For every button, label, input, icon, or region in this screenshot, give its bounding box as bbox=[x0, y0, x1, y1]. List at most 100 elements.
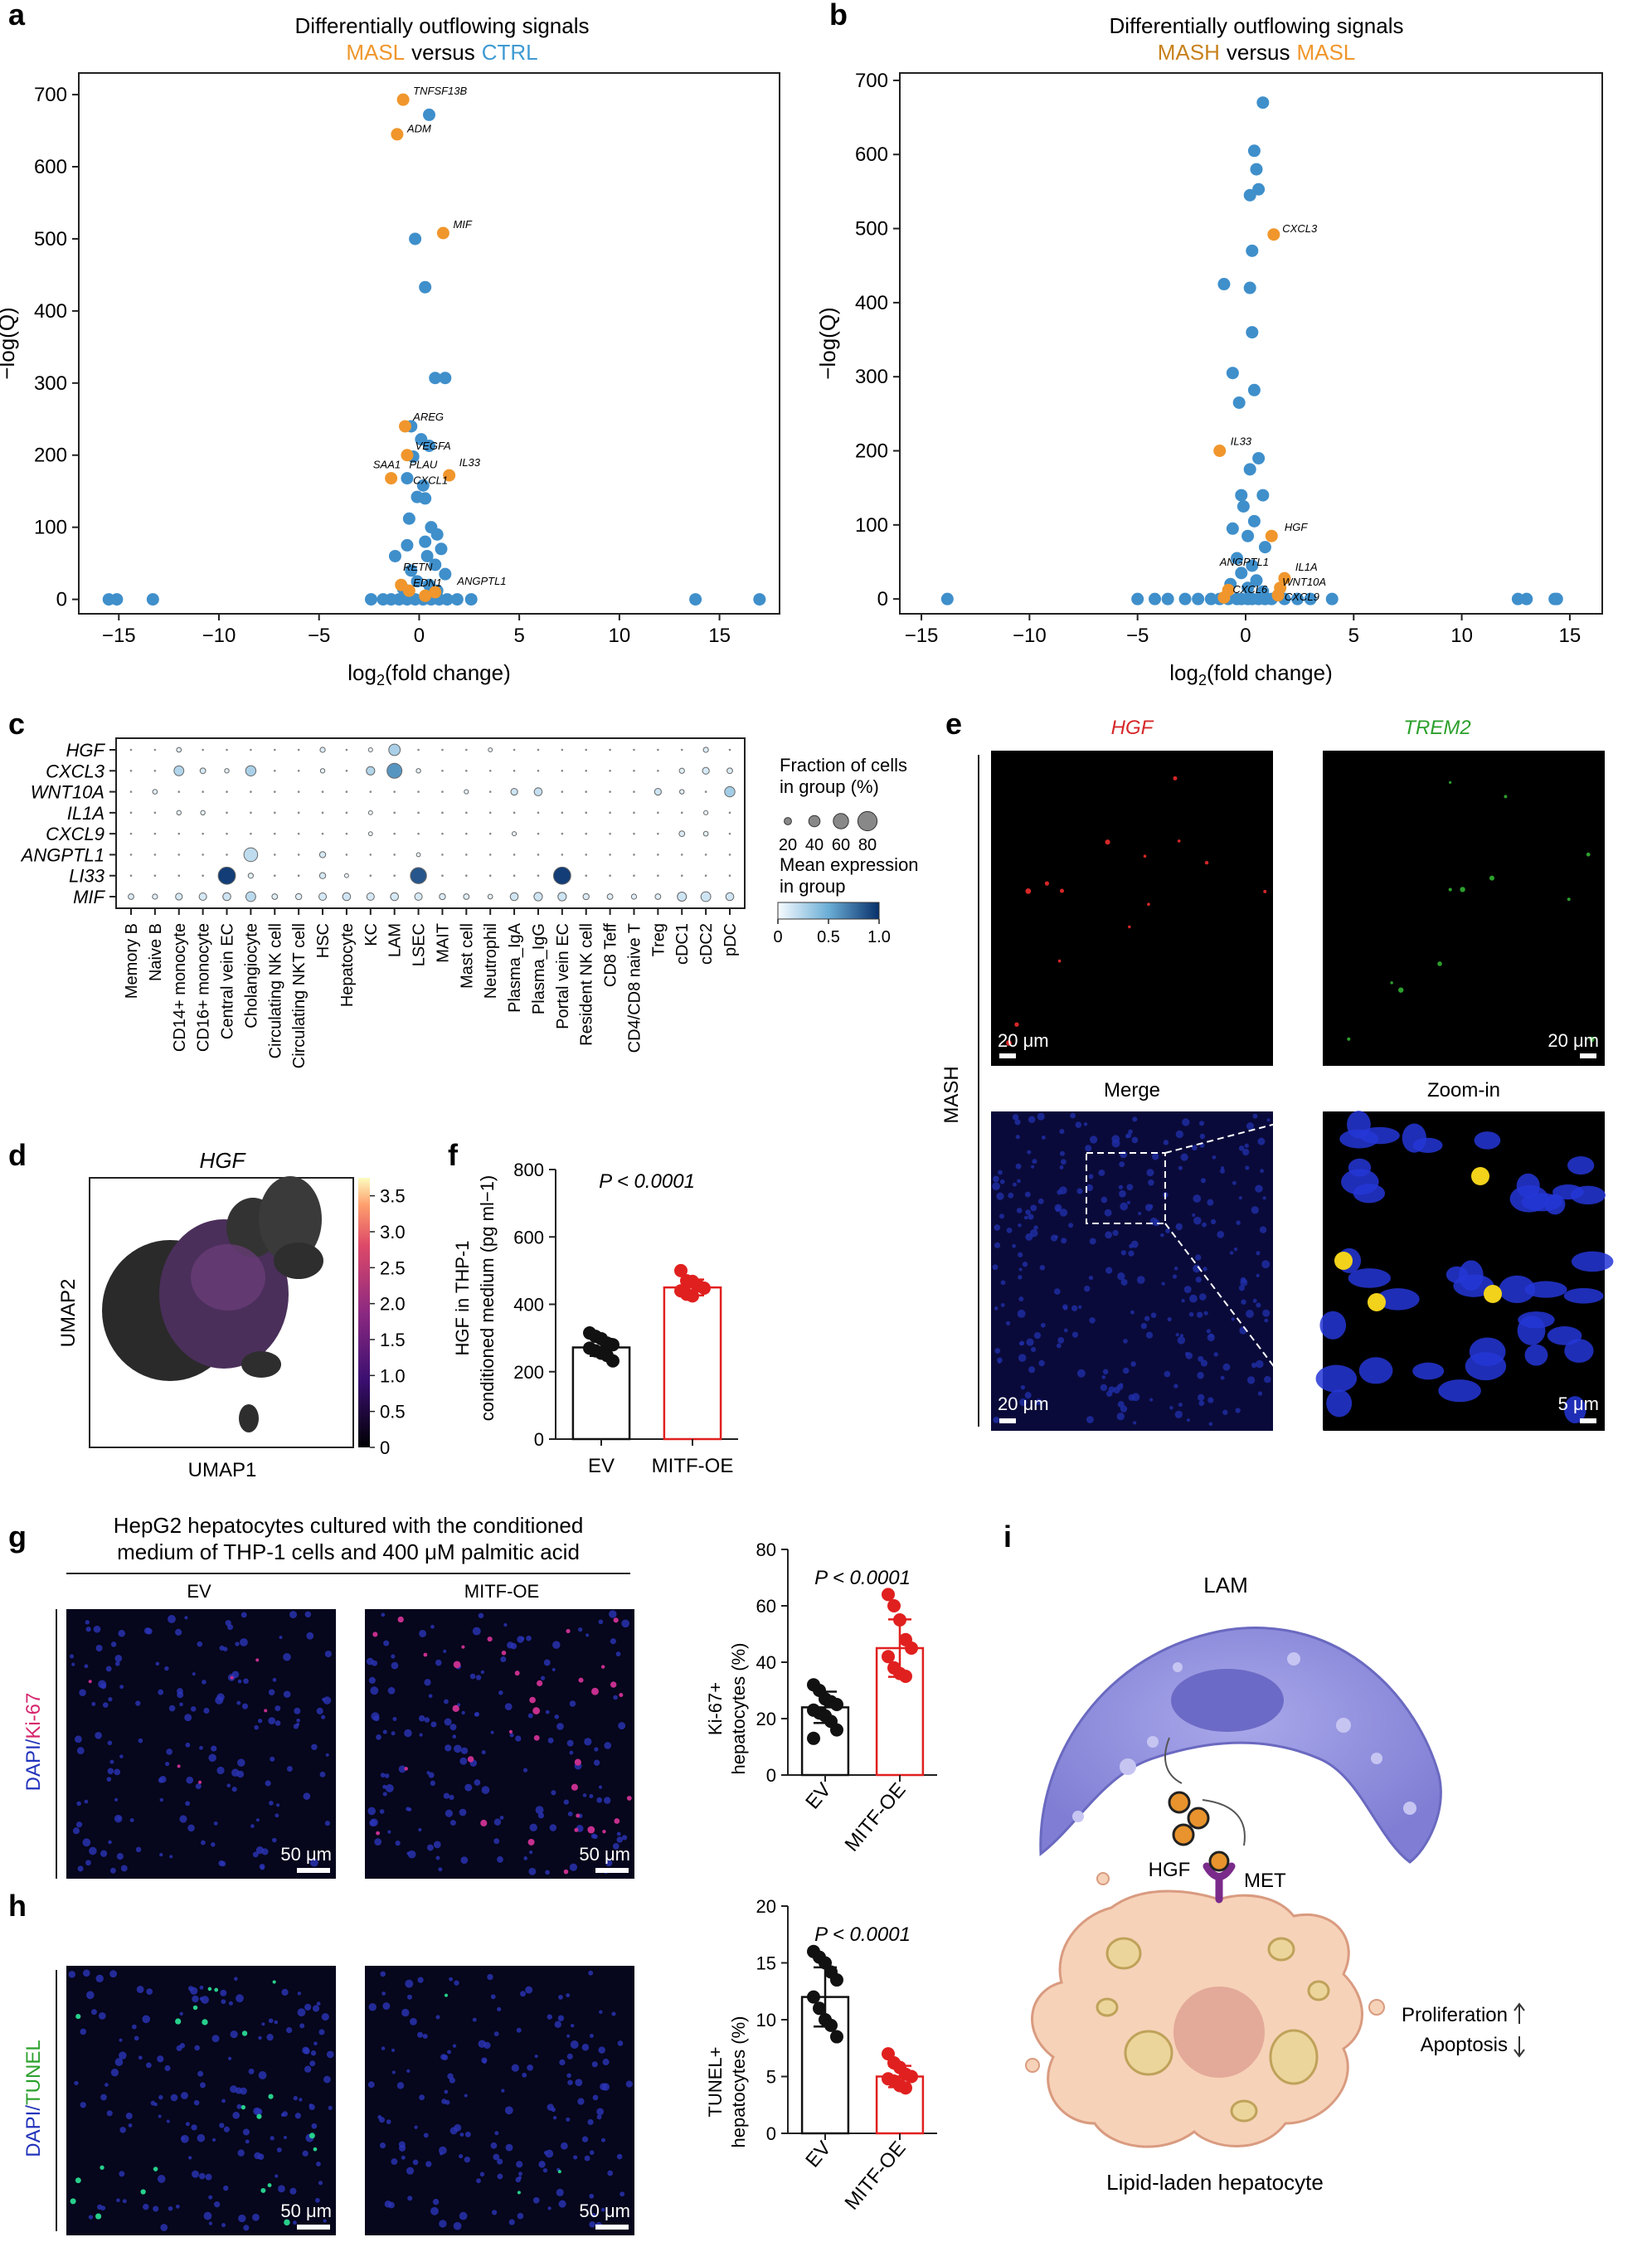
expression-dot bbox=[152, 789, 158, 795]
nucleus bbox=[551, 2107, 556, 2113]
nucleus bbox=[382, 2002, 391, 2011]
gene-annotation: TNFSF13B bbox=[413, 85, 467, 97]
baseline-dot bbox=[417, 832, 420, 835]
nucleus bbox=[1564, 1396, 1586, 1423]
nucleus bbox=[1358, 1357, 1393, 1384]
nucleus bbox=[430, 1624, 435, 1629]
nucleus bbox=[95, 1644, 103, 1652]
nucleus bbox=[1140, 1323, 1147, 1330]
baseline-dot bbox=[202, 832, 204, 835]
nucleus bbox=[503, 1622, 508, 1627]
panel-label-b: b bbox=[829, 0, 848, 32]
trem2-signal bbox=[1589, 1036, 1595, 1043]
y-tick-label: 0 bbox=[766, 1765, 776, 1786]
nucleus bbox=[1053, 1288, 1061, 1295]
baseline-dot bbox=[465, 748, 468, 751]
nucleus bbox=[236, 2103, 242, 2109]
scale-g-oe: 50 μm bbox=[579, 1844, 630, 1865]
expression-dot bbox=[175, 892, 183, 901]
expression-dot bbox=[533, 787, 543, 796]
nucleus bbox=[203, 1707, 210, 1714]
highlighted-point bbox=[1217, 591, 1231, 604]
nucleus bbox=[381, 1612, 386, 1617]
nucleus bbox=[193, 2099, 200, 2106]
expression-dot bbox=[410, 867, 427, 884]
expression-dot bbox=[319, 768, 326, 774]
nucleus bbox=[309, 2103, 315, 2111]
nucleus bbox=[100, 1683, 107, 1690]
nucleus bbox=[529, 1823, 537, 1832]
micrograph-hgf bbox=[991, 751, 1273, 1066]
data-point bbox=[364, 593, 377, 606]
baseline-dot bbox=[297, 790, 300, 793]
nucleus bbox=[1260, 1169, 1264, 1174]
baseline-dot bbox=[129, 811, 133, 815]
gene-annotation: RETN bbox=[403, 561, 433, 573]
nucleus bbox=[469, 1673, 476, 1680]
expression-dot bbox=[582, 892, 590, 901]
nucleus bbox=[158, 1778, 164, 1783]
expression-dot bbox=[224, 768, 230, 774]
baseline-dot bbox=[250, 790, 252, 793]
lam-hepatocyte-schematic: LAM HGF MET Proliferation Apoptosis Lipi… bbox=[1025, 1573, 1525, 2195]
nucleus bbox=[570, 2040, 579, 2049]
nucleus bbox=[428, 1694, 433, 1699]
nucleus bbox=[581, 2136, 589, 2142]
panel-a-title: Differentially outflowing signals bbox=[294, 13, 589, 38]
panel-f-ylabel-2: conditioned medium (pg ml−1) bbox=[477, 1175, 498, 1422]
nucleus bbox=[504, 1703, 513, 1711]
nucleus bbox=[91, 1701, 96, 1706]
nucleus bbox=[487, 1973, 493, 1981]
nucleus bbox=[109, 1759, 114, 1764]
nucleus bbox=[85, 1991, 95, 2000]
baseline-dot bbox=[250, 832, 252, 835]
data-point bbox=[940, 592, 954, 605]
nucleus bbox=[316, 2162, 321, 2167]
nucleus bbox=[382, 1784, 387, 1789]
nucleus bbox=[1039, 1265, 1046, 1271]
nucleus bbox=[998, 1170, 1003, 1175]
nucleus bbox=[398, 2144, 406, 2152]
trem2-signal bbox=[1489, 875, 1494, 881]
nucleus bbox=[311, 2123, 318, 2129]
ki67-signal bbox=[514, 1671, 520, 1676]
nucleus bbox=[507, 1641, 514, 1649]
nucleus bbox=[1028, 1366, 1036, 1374]
y-tick-label: 600 bbox=[513, 1227, 544, 1247]
baseline-dot bbox=[441, 811, 444, 815]
nucleus bbox=[232, 2111, 241, 2119]
nucleus bbox=[1256, 1302, 1261, 1308]
nucleus bbox=[272, 1677, 277, 1682]
nucleus bbox=[444, 2089, 449, 2094]
hgf-signal bbox=[1057, 959, 1062, 963]
nucleus bbox=[136, 1986, 144, 1993]
nucleus bbox=[398, 1765, 406, 1773]
size-legend-label: 80 bbox=[858, 836, 877, 854]
nucleus bbox=[116, 1853, 124, 1860]
x-tick-label: −15 bbox=[905, 625, 939, 647]
baseline-dot bbox=[609, 811, 611, 815]
nucleus bbox=[526, 1635, 532, 1641]
nucleus bbox=[1570, 1185, 1606, 1205]
nucleus bbox=[1038, 1359, 1045, 1367]
scale-hgf: 20 μm bbox=[998, 1030, 1049, 1051]
nucleus bbox=[231, 1768, 240, 1777]
panel-label-a: a bbox=[8, 0, 26, 32]
nucleus bbox=[391, 2048, 396, 2052]
nucleus bbox=[1180, 1153, 1188, 1161]
nucleus bbox=[318, 2029, 325, 2035]
nucleus bbox=[1163, 1140, 1169, 1145]
nucleus bbox=[611, 2011, 616, 2016]
nucleus bbox=[79, 1689, 86, 1696]
expression-dot bbox=[700, 891, 712, 902]
hgf-signal bbox=[1044, 881, 1050, 886]
y-axis-label: −log(Q) bbox=[815, 307, 840, 379]
nucleus bbox=[517, 2171, 522, 2176]
trem2-signal bbox=[1437, 961, 1442, 966]
baseline-dot bbox=[728, 874, 731, 878]
trem2-signal bbox=[1347, 1037, 1351, 1041]
data-point bbox=[1217, 278, 1231, 291]
y-tick-label: 400 bbox=[513, 1295, 544, 1316]
tunel-signal bbox=[202, 2019, 208, 2026]
nucleus bbox=[1348, 1268, 1391, 1288]
